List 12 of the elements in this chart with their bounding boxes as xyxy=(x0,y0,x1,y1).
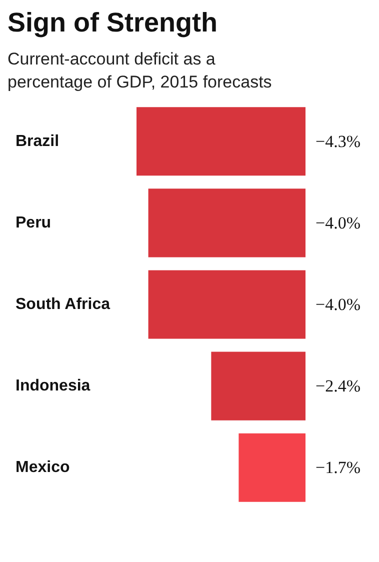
data-label: −1.7% xyxy=(316,458,360,478)
data-label: −4.3% xyxy=(316,132,360,151)
chart-subtitle: Current-account deficit as a percentage of GDP, 2015 forecasts xyxy=(8,50,272,92)
data-label: −4.0% xyxy=(316,295,360,314)
data-label: −2.4% xyxy=(316,376,360,396)
y-tick-label: Mexico xyxy=(16,459,70,476)
y-tick-label: Brazil xyxy=(16,132,60,150)
y-tick-label: South Africa xyxy=(16,296,110,313)
y-tick-label: Indonesia xyxy=(16,378,90,395)
data-label: −4.0% xyxy=(316,213,360,232)
chart-title: Sign of Strength xyxy=(8,8,218,38)
y-tick-label: Peru xyxy=(16,214,52,232)
